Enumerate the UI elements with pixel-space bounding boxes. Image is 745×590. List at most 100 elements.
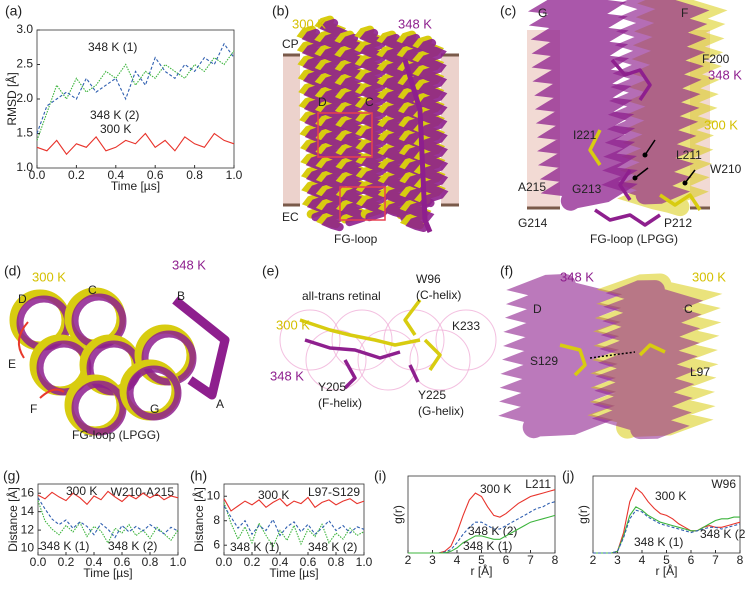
annotation: L97-S129 — [308, 485, 360, 499]
highlight-box — [317, 112, 373, 158]
x-tick-label: 0.4 — [107, 168, 124, 182]
helix-label: (G-helix) — [418, 404, 464, 418]
x-tick-label: 0.4 — [86, 555, 103, 569]
series-line — [593, 509, 741, 554]
panel-label: (i) — [374, 468, 386, 484]
x-tick-label: 8 — [552, 553, 559, 567]
retinal-label: all-trans retinal — [302, 289, 381, 303]
x-tick-label: 6 — [503, 553, 510, 567]
loop-label: FG-loop — [334, 232, 378, 246]
y-tick-label: 2.0 — [16, 91, 33, 105]
motion-arrow — [39, 388, 65, 399]
panel-label: (d) — [4, 263, 21, 279]
helix-label: D — [318, 95, 327, 109]
annotation: L211 — [525, 477, 551, 491]
series-label: 348 K (1) — [88, 40, 137, 54]
series-label: 300 K — [655, 489, 686, 503]
x-tick-label: 0.6 — [147, 168, 164, 182]
side-chain — [403, 298, 422, 336]
series-line — [37, 497, 179, 539]
helix-label: C — [365, 95, 374, 109]
series-line — [36, 132, 235, 156]
arrow — [634, 167, 649, 179]
label-cp: CP — [282, 37, 299, 51]
plot-frame — [223, 483, 365, 556]
residue-label: W210 — [710, 162, 742, 176]
highlight-box — [339, 186, 386, 221]
x-tick-label: 4 — [454, 553, 461, 567]
x-tick-label: 5 — [663, 553, 670, 567]
y-tick-label: 16 — [21, 485, 35, 499]
helix-label: (F-helix) — [318, 396, 362, 410]
strand — [402, 59, 433, 233]
label-ec: EC — [282, 210, 299, 224]
x-tick-label: 3 — [429, 553, 436, 567]
label-300k: 300 K — [292, 16, 326, 31]
helix-label: C — [684, 302, 693, 316]
residue-label: G213 — [572, 182, 602, 196]
helix-label: F — [681, 6, 688, 20]
helix-label: (C-helix) — [416, 288, 461, 302]
x-tick-label: 7 — [712, 553, 719, 567]
y-axis-label: Distance [Å] — [5, 487, 20, 552]
x-tick-label: 4 — [639, 553, 646, 567]
side-chain — [659, 193, 702, 211]
arrow — [684, 169, 696, 184]
series-line — [37, 500, 179, 545]
helix-label: D — [533, 302, 542, 316]
helix — [417, 38, 449, 208]
side-chain — [610, 58, 652, 101]
series-label: 348 K (2) — [700, 527, 745, 541]
series-line — [37, 490, 179, 506]
helix — [527, 0, 638, 211]
panel-label: (j) — [562, 468, 574, 484]
series-label: 348 K (1) — [634, 535, 683, 549]
x-tick-label: 3 — [614, 553, 621, 567]
x-tick-label: 1.0 — [170, 555, 187, 569]
arrow — [644, 139, 656, 156]
x-tick-label: 0.8 — [142, 555, 159, 569]
label-348k: 348 K — [398, 16, 432, 31]
x-tick-label: 0.0 — [216, 555, 233, 569]
residue-label: I221 — [573, 128, 597, 142]
series-label: 348 K (2) — [90, 108, 139, 122]
panel-label: (b) — [272, 3, 289, 19]
x-tick-label: 0.0 — [30, 555, 47, 569]
series-line — [223, 496, 365, 512]
panel-label: (e) — [262, 263, 279, 279]
helix — [591, 280, 704, 440]
y-tick-label: 14 — [21, 504, 35, 518]
x-tick-label: 0.2 — [68, 168, 85, 182]
helix-label: B — [177, 289, 185, 303]
side-chain — [638, 343, 666, 357]
helix-ghost — [331, 309, 393, 371]
helix-label: A — [216, 397, 224, 411]
series-line — [408, 514, 556, 554]
x-tick-label: 2 — [405, 553, 412, 567]
y-axis-label: Distance [Å] — [191, 487, 206, 552]
x-tick-label: 0.6 — [114, 555, 131, 569]
x-axis-label: r [Å] — [655, 563, 677, 578]
side-chain — [594, 208, 661, 227]
x-axis-label: Time [µs] — [269, 566, 318, 580]
panel-label: (a) — [5, 3, 22, 19]
x-tick-label: 0.8 — [186, 168, 203, 182]
series-label: 348 K (1) — [40, 539, 89, 553]
x-tick-label: 0.2 — [58, 555, 75, 569]
x-tick-label: 1.0 — [356, 555, 373, 569]
y-axis-label: RMSD [Å] — [4, 72, 19, 125]
y-tick-label: 10 — [21, 541, 35, 555]
residue-label: G214 — [518, 216, 548, 230]
series-line — [223, 502, 365, 548]
residue-label: Y205 — [318, 380, 346, 394]
x-axis-label: Time [µs] — [83, 566, 132, 580]
helix-ghost — [357, 329, 419, 391]
helix-ghost — [409, 329, 471, 391]
residue-label: P212 — [664, 216, 692, 230]
plot-frame — [37, 483, 179, 556]
panel-label: (c) — [500, 3, 516, 19]
label-348k: 348 K — [270, 368, 304, 383]
y-tick-label: 1.5 — [16, 126, 33, 140]
helix-ghost — [279, 309, 341, 371]
